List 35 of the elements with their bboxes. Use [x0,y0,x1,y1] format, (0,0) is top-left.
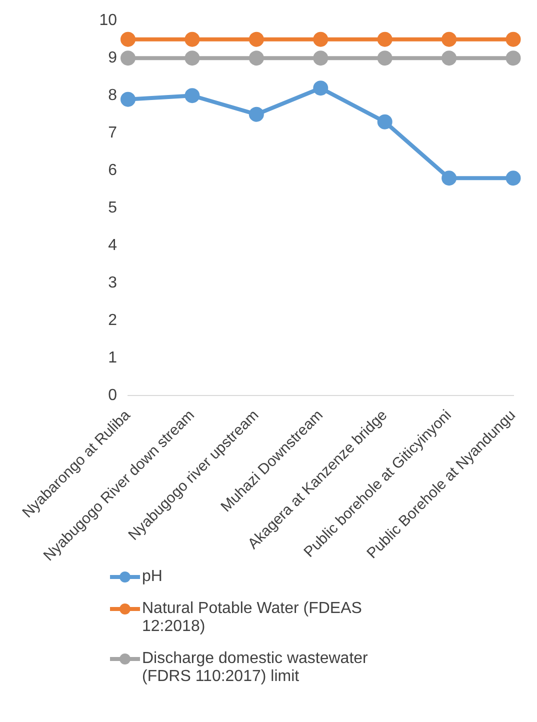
point [184,32,200,47]
y-tick-label: 10 [99,12,118,30]
y-tick-label: 1 [108,350,118,367]
point [248,106,264,122]
y-tick-label: 4 [108,237,118,254]
point [120,92,136,107]
y-tick-label: 9 [108,50,118,67]
point [184,50,200,66]
point [442,170,457,186]
point [120,32,136,47]
y-tick-label: 8 [108,87,118,104]
point [506,170,521,186]
point [442,32,457,47]
point [120,50,136,66]
point [248,50,264,66]
point [377,50,392,66]
point [313,32,328,47]
y-tick-label: 6 [108,162,118,180]
legend-label: Natural Potable Water (FDEAS 12:2018) [142,600,363,636]
legend-label: pH [142,568,162,586]
y-tick-label: 0 [108,387,118,404]
point [313,80,328,96]
y-tick-label: 2 [108,312,118,330]
point [506,32,521,47]
point [313,50,328,66]
point [442,50,457,66]
y-tick-label: 3 [108,274,118,292]
y-tick-label: 7 [108,124,118,142]
point [377,114,392,130]
legend-label: Discharge domestic wastewater (FDRS 110:2017) limit [142,650,369,686]
point [377,32,392,47]
point [248,32,264,47]
point [184,88,200,104]
point [506,50,521,66]
y-tick-label: 5 [108,200,118,217]
